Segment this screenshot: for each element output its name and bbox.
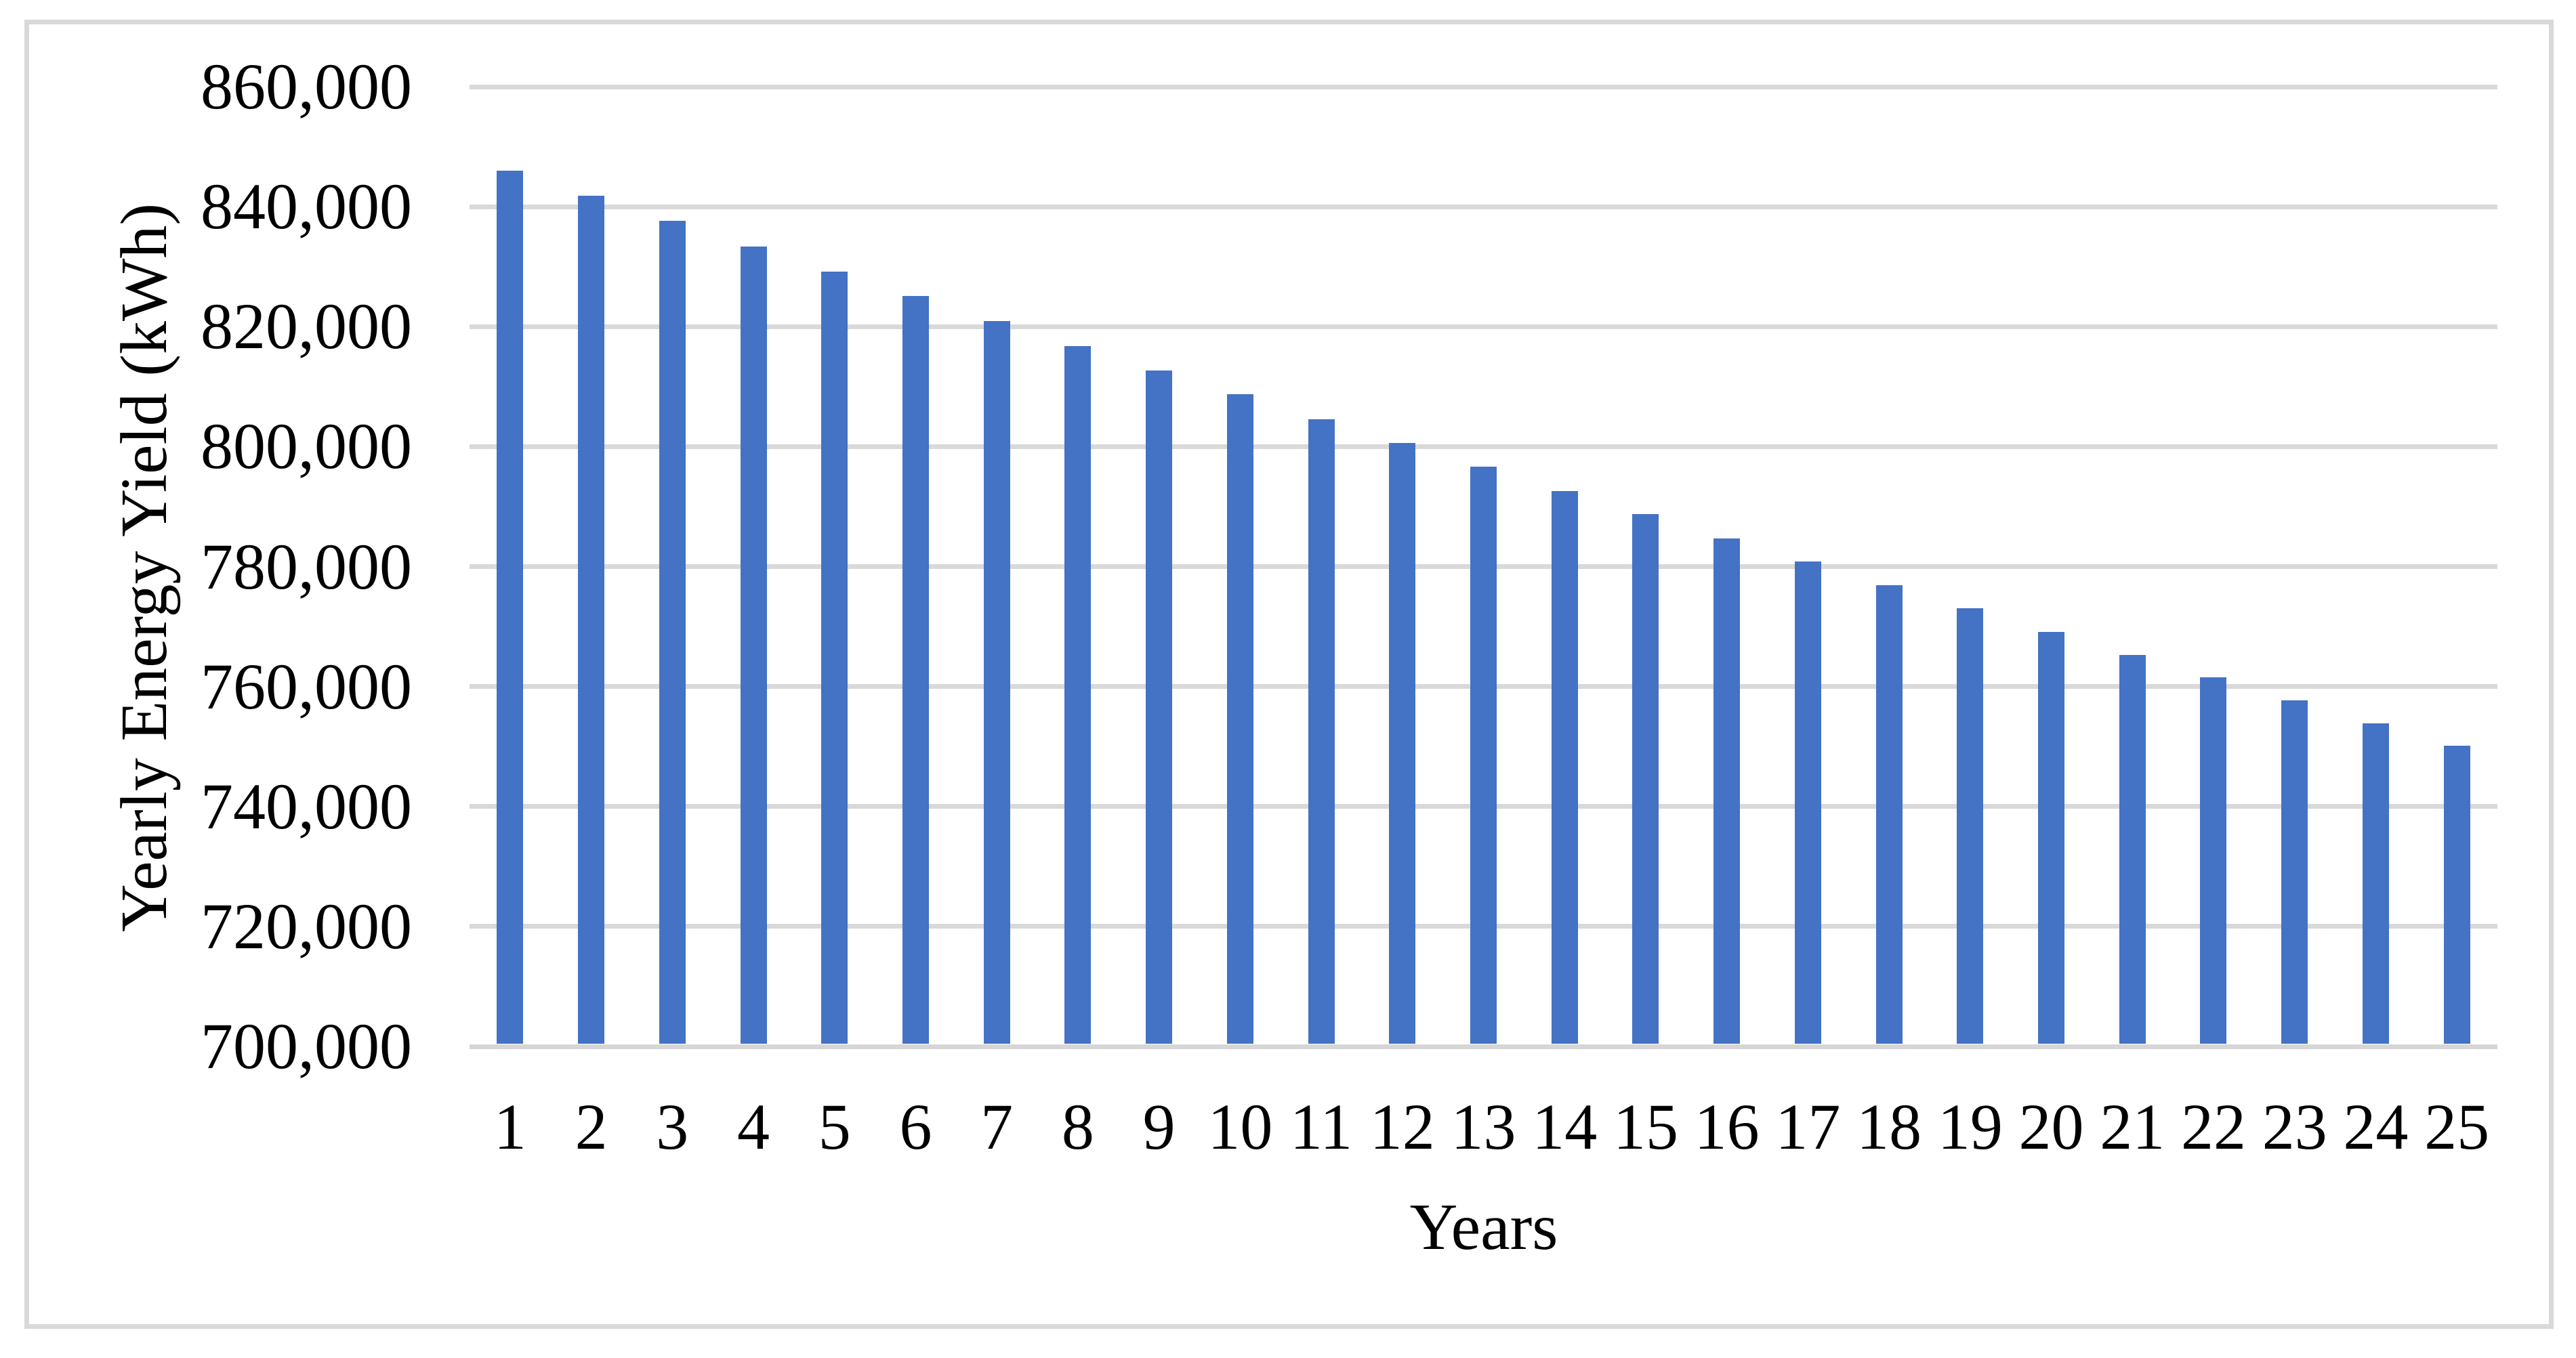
x-tick-label: 19	[1937, 1090, 2003, 1163]
gridline	[470, 204, 2497, 209]
bar-year-19	[1957, 608, 1984, 1044]
x-tick-label: 7	[980, 1090, 1014, 1163]
bar-year-15	[1632, 514, 1659, 1044]
x-tick-label: 5	[818, 1090, 851, 1163]
bar-year-14	[1551, 490, 1578, 1044]
bar-year-8	[1064, 345, 1092, 1044]
x-tick-label: 15	[1613, 1090, 1678, 1163]
x-tick-label: 11	[1289, 1090, 1353, 1163]
gridline	[470, 444, 2497, 449]
bar-year-13	[1470, 467, 1497, 1044]
bar-year-2	[578, 196, 605, 1044]
x-tick-label: 16	[1694, 1090, 1760, 1163]
y-tick-label: 800,000	[201, 410, 412, 483]
bar-year-25	[2443, 746, 2470, 1044]
bar-year-20	[2038, 632, 2065, 1044]
bar-year-5	[821, 271, 848, 1044]
bar-year-16	[1713, 538, 1741, 1044]
bar-year-3	[659, 221, 686, 1044]
x-tick-label: 20	[2018, 1090, 2084, 1163]
bar-year-6	[902, 296, 929, 1044]
x-tick-label: 22	[2180, 1090, 2246, 1163]
x-tick-label: 21	[2100, 1090, 2165, 1163]
bar-year-7	[983, 321, 1010, 1044]
bar-year-1	[497, 170, 524, 1044]
x-tick-label: 8	[1061, 1090, 1094, 1163]
y-tick-label: 860,000	[201, 50, 412, 123]
bar-year-9	[1146, 370, 1173, 1044]
x-tick-label: 25	[2424, 1090, 2490, 1163]
x-tick-label: 2	[575, 1090, 608, 1163]
x-tick-label: 10	[1207, 1090, 1273, 1163]
bar-year-11	[1308, 419, 1335, 1044]
x-tick-label: 3	[656, 1090, 689, 1163]
gridline	[470, 84, 2497, 89]
bar-year-12	[1389, 443, 1416, 1044]
x-tick-label: 4	[737, 1090, 770, 1163]
bar-year-22	[2200, 677, 2227, 1044]
x-axis-line	[470, 1044, 2497, 1049]
x-tick-label: 18	[1856, 1090, 1922, 1163]
bar-year-4	[740, 246, 767, 1044]
x-axis-title: Years	[1409, 1191, 1558, 1264]
figure-border	[24, 20, 2554, 1329]
x-tick-label: 24	[2343, 1090, 2409, 1163]
x-tick-label: 14	[1532, 1090, 1598, 1163]
y-tick-label: 780,000	[201, 530, 412, 603]
y-tick-label: 740,000	[201, 769, 412, 843]
x-tick-label: 23	[2262, 1090, 2327, 1163]
x-tick-label: 12	[1369, 1090, 1435, 1163]
plot-area	[470, 84, 2497, 1049]
x-tick-label: 6	[899, 1090, 932, 1163]
bar-year-24	[2362, 723, 2389, 1044]
y-tick-label: 820,000	[201, 290, 412, 363]
bar-year-10	[1226, 394, 1253, 1044]
gridline	[470, 324, 2497, 329]
x-tick-label: 1	[493, 1090, 526, 1163]
y-tick-label: 760,000	[201, 650, 412, 723]
y-tick-label: 700,000	[201, 1010, 412, 1082]
bar-year-21	[2119, 654, 2146, 1044]
x-tick-label: 13	[1451, 1090, 1516, 1163]
bar-year-18	[1875, 585, 1903, 1044]
bar-year-17	[1794, 561, 1821, 1044]
x-tick-label: 9	[1142, 1090, 1176, 1163]
y-tick-label: 720,000	[201, 889, 412, 962]
x-tick-label: 17	[1775, 1090, 1841, 1163]
y-tick-label: 840,000	[201, 170, 412, 243]
bar-year-23	[2281, 700, 2308, 1044]
